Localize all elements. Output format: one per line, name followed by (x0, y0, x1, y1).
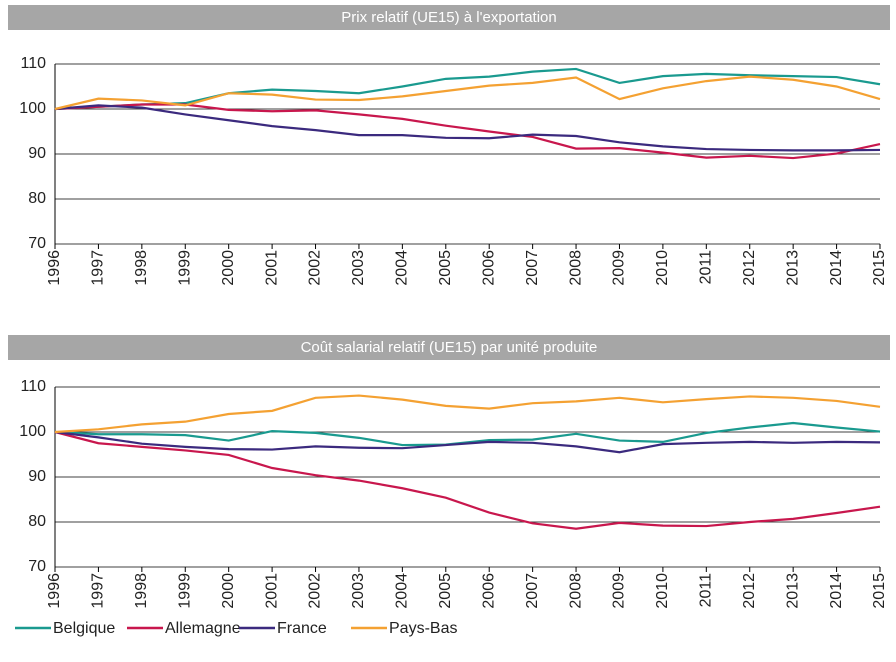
x-tick-label: 2007 (524, 250, 541, 286)
x-tick-label: 2007 (524, 573, 541, 609)
series-line (54, 421, 881, 447)
x-tick-label: 2009 (611, 250, 628, 286)
x-tick-label: 2008 (567, 573, 584, 609)
x-tick-label: 2015 (871, 573, 888, 609)
x-tick-label: 2015 (871, 250, 888, 286)
series-line (54, 104, 881, 152)
x-tick-label: 2013 (784, 573, 801, 609)
series-line (54, 430, 881, 454)
x-tick-label: 2006 (480, 573, 497, 609)
x-tick-label: 2000 (220, 573, 237, 609)
series-line (54, 430, 881, 530)
chart-title: Prix relatif (UE15) à l'exportation (341, 9, 556, 26)
legend-label: France (277, 620, 327, 637)
chart-title: Coût salarial relatif (UE15) par unité p… (301, 339, 598, 356)
x-tick-label: 2003 (350, 573, 367, 609)
legend-label: Allemagne (165, 620, 241, 637)
x-tick-label: 2012 (741, 573, 758, 609)
y-tick-label: 80 (28, 513, 46, 530)
x-tick-label: 1996 (46, 573, 63, 609)
x-tick-label: 2010 (654, 250, 671, 286)
legend-label: Belgique (53, 620, 115, 637)
legend-label: Pays-Bas (389, 620, 457, 637)
y-tick-label: 90 (28, 145, 46, 162)
series-line (54, 75, 881, 111)
series-line (54, 67, 881, 111)
x-tick-label: 2010 (654, 573, 671, 609)
series-line (54, 394, 881, 434)
x-tick-label: 1998 (133, 250, 150, 286)
x-tick-label: 2014 (828, 250, 845, 286)
series-line (54, 103, 881, 160)
title-bar (8, 335, 890, 360)
x-tick-label: 1997 (90, 250, 107, 286)
x-tick-label: 2005 (437, 250, 454, 286)
y-tick-label: 70 (28, 558, 46, 575)
x-tick-label: 2001 (263, 573, 280, 609)
y-tick-label: 100 (19, 100, 46, 117)
x-tick-label: 2002 (307, 250, 324, 286)
x-tick-label: 2000 (220, 250, 237, 286)
x-tick-label: 1999 (176, 250, 193, 286)
y-tick-label: 110 (20, 55, 46, 72)
x-tick-label: 2011 (698, 573, 715, 608)
x-tick-label: 2014 (828, 573, 845, 609)
y-tick-label: 110 (20, 378, 46, 395)
x-tick-label: 2013 (784, 250, 801, 286)
x-tick-label: 1997 (90, 573, 107, 609)
y-tick-label: 100 (19, 423, 46, 440)
x-tick-label: 2006 (480, 250, 497, 286)
title-bar (8, 5, 890, 30)
y-tick-label: 70 (28, 235, 46, 252)
x-tick-label: 1998 (133, 573, 150, 609)
x-tick-label: 2004 (394, 573, 411, 609)
x-tick-label: 2012 (741, 250, 758, 286)
y-tick-label: 80 (28, 190, 46, 207)
x-tick-label: 2011 (698, 250, 715, 285)
x-tick-label: 2008 (567, 250, 584, 286)
y-tick-label: 90 (28, 468, 46, 485)
x-tick-label: 2004 (394, 250, 411, 286)
x-tick-label: 2001 (263, 250, 280, 286)
x-tick-label: 2003 (350, 250, 367, 286)
x-tick-label: 2009 (611, 573, 628, 609)
x-tick-label: 1999 (176, 573, 193, 609)
x-tick-label: 2005 (437, 573, 454, 609)
x-tick-label: 2002 (307, 573, 324, 609)
x-tick-label: 1996 (46, 250, 63, 286)
